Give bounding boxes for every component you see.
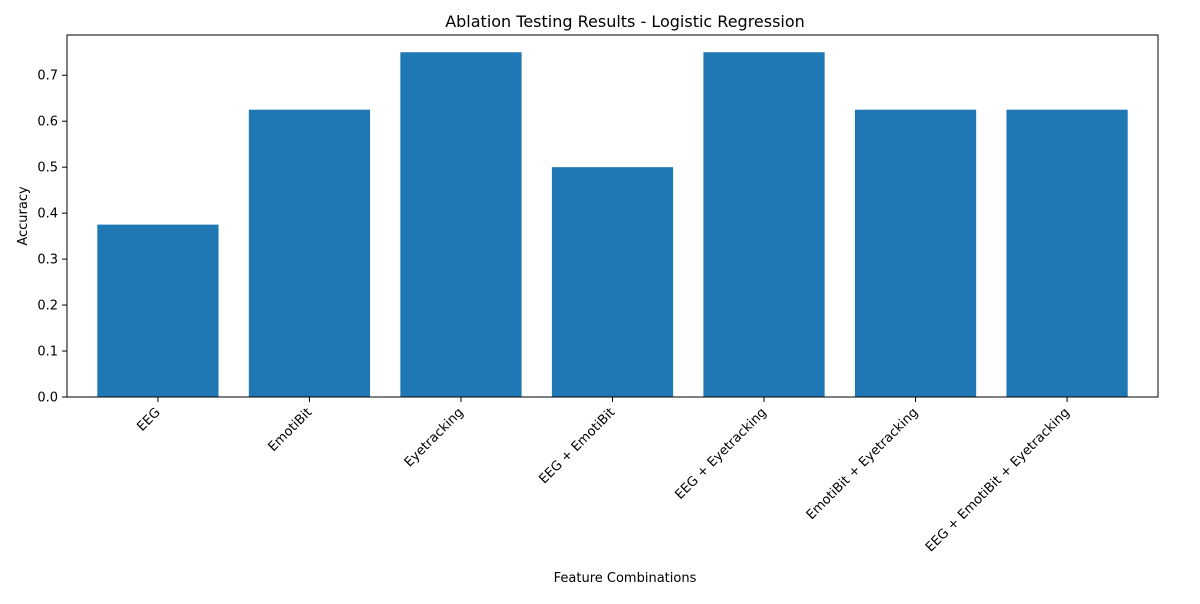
- y-tick-label-2: 0.2: [37, 299, 58, 314]
- x-tick-label-5: EmotiBit + Eyetracking: [804, 405, 922, 523]
- y-tick-label-5: 0.5: [37, 161, 58, 176]
- y-axis-label: Accuracy: [16, 186, 31, 246]
- bar-6: [1006, 109, 1128, 397]
- y-tick-label-4: 0.4: [37, 207, 58, 222]
- x-tick-label-2: Eyetracking: [402, 405, 467, 470]
- bars-layer: [97, 52, 1128, 397]
- x-tick-label-0: EEG: [134, 405, 163, 434]
- y-tick-label-7: 0.7: [37, 69, 58, 84]
- x-tick-label-6: EEG + EmotiBit + Eyetracking: [923, 405, 1073, 555]
- x-axis-label: Feature Combinations: [554, 571, 697, 586]
- bar-0: [97, 224, 219, 397]
- bar-1: [248, 109, 371, 397]
- bar-3: [551, 167, 674, 397]
- x-tick-label-1: EmotiBit: [266, 405, 316, 455]
- bar-4: [703, 52, 825, 397]
- y-axis: 0.0 0.1 0.2 0.3 0.4 0.5 0.6 0.7: [37, 69, 67, 406]
- bar-2: [400, 52, 522, 397]
- x-tick-label-4: EEG + Eyetracking: [672, 405, 769, 502]
- y-tick-label-3: 0.3: [37, 253, 58, 268]
- y-tick-label-1: 0.1: [37, 345, 58, 360]
- plot-frame: [66, 34, 1159, 398]
- chart-title: Ablation Testing Results - Logistic Regr…: [445, 12, 805, 31]
- y-tick-label-0: 0.0: [37, 391, 58, 406]
- y-tick-label-6: 0.6: [37, 115, 58, 130]
- bar-5: [854, 109, 977, 397]
- x-axis: EEG EmotiBit Eyetracking EEG + EmotiBit EEG …: [134, 397, 1073, 555]
- x-tick-label-3: EEG + EmotiBit: [536, 405, 618, 487]
